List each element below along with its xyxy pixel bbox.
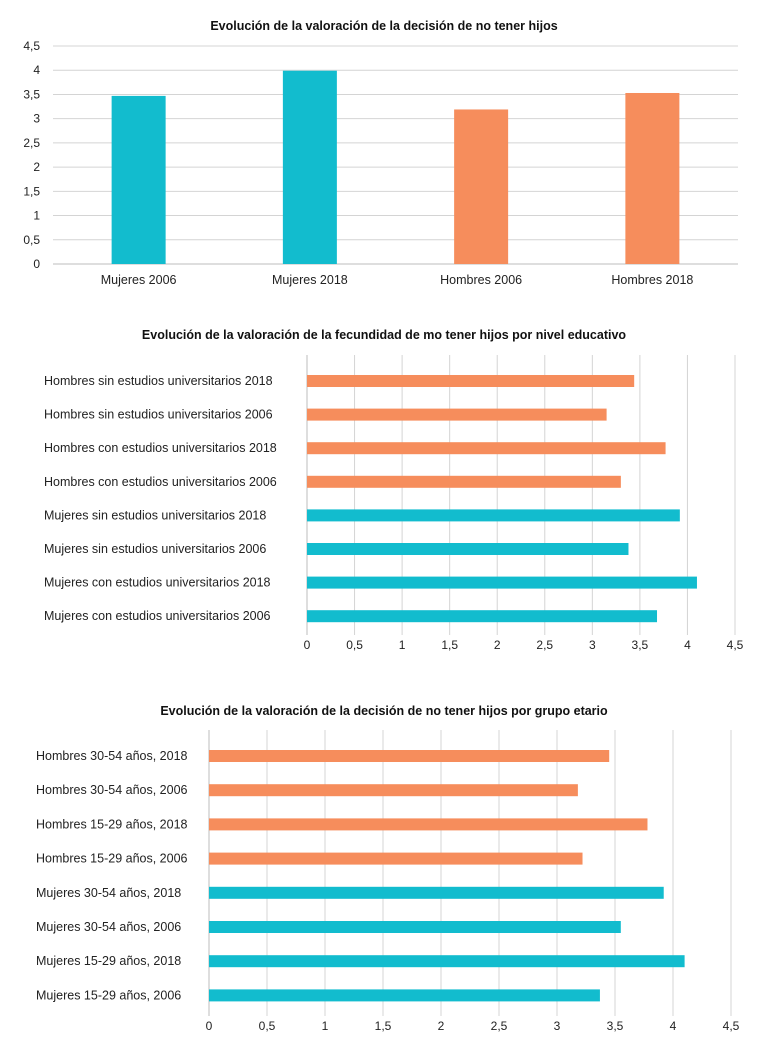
- category-label: Hombres 30-54 años, 2018: [36, 749, 188, 763]
- category-label: Mujeres sin estudios universitarios 2018: [44, 508, 266, 522]
- category-label: Mujeres 15-29 años, 2006: [36, 988, 181, 1002]
- x-tick-label: 3: [589, 638, 596, 652]
- x-tick-label: 1,5: [441, 638, 458, 652]
- x-tick-label: 1: [399, 638, 406, 652]
- category-label: Mujeres 30-54 años, 2018: [36, 886, 181, 900]
- category-label: Hombres sin estudios universitarios 2018: [44, 374, 273, 388]
- x-tick-label: 4: [684, 638, 691, 652]
- x-tick-label: Mujeres 2006: [101, 273, 177, 287]
- x-tick-label: 2: [494, 638, 501, 652]
- x-tick-label: 2,5: [491, 1019, 508, 1033]
- bar: [307, 610, 658, 623]
- chart-2-title: Evolución de la valoración de la fecundi…: [141, 328, 627, 342]
- category-label: Mujeres con estudios universitarios 2018: [44, 576, 271, 590]
- y-tick-label: 2: [33, 160, 40, 174]
- y-tick-label: 3: [33, 112, 40, 126]
- x-tick-label: 0,5: [259, 1019, 276, 1033]
- bar: [209, 921, 621, 933]
- bar: [307, 543, 629, 555]
- category-label: Mujeres 15-29 años, 2018: [36, 954, 181, 968]
- bar: [307, 375, 635, 387]
- x-tick-label: 3: [554, 1019, 561, 1033]
- chart-3-title: Evolución de la valoración de la decisió…: [160, 704, 608, 718]
- bar: [209, 852, 583, 865]
- x-tick-label: Hombres 2018: [611, 273, 693, 287]
- bar: [209, 818, 648, 831]
- bar: [307, 509, 680, 522]
- y-tick-label: 0: [33, 257, 40, 271]
- y-tick-label: 2,5: [23, 136, 40, 150]
- bar: [209, 886, 664, 899]
- y-tick-label: 4,5: [23, 39, 40, 53]
- x-tick-label: 0: [206, 1019, 213, 1033]
- bar: [307, 442, 666, 455]
- x-tick-label: 0,5: [346, 638, 363, 652]
- chart-2-horizontal-bar: 0 0,5 1 1,5 2 2,5 3 3,5 4 4,5 Hombres sin estudios…: [44, 355, 744, 652]
- x-tick-label: 2: [438, 1019, 445, 1033]
- category-label: Hombres con estudios universitarios 2006: [44, 475, 277, 489]
- bar: [209, 784, 578, 797]
- x-tick-label: 3,5: [632, 638, 649, 652]
- category-label: Mujeres sin estudios universitarios 2006: [44, 542, 266, 556]
- x-tick-label: 4,5: [727, 638, 744, 652]
- bar: [307, 408, 607, 421]
- category-label: Hombres 15-29 años, 2006: [36, 852, 188, 866]
- bar: [625, 92, 680, 264]
- chart-1-vertical-bar: 0 0,5 1 1,5 2 2,5 3 3,5 4 4,5 Mujeres 2006 Mujeres …: [23, 39, 738, 287]
- bar: [111, 95, 166, 264]
- bar: [209, 989, 600, 1002]
- chart-1-title: Evolución de la valoración de la decisió…: [210, 19, 558, 33]
- category-label: Hombres 15-29 años, 2018: [36, 817, 188, 831]
- y-tick-label: 3,5: [23, 87, 40, 101]
- y-tick-label: 0,5: [23, 233, 40, 247]
- category-label: Mujeres 30-54 años, 2006: [36, 920, 181, 934]
- x-tick-label: 4,5: [723, 1019, 740, 1033]
- category-label: Mujeres con estudios universitarios 2006: [44, 609, 271, 623]
- category-label: Hombres con estudios universitarios 2018: [44, 441, 277, 455]
- x-tick-label: Mujeres 2018: [272, 273, 348, 287]
- category-label: Hombres 30-54 años, 2006: [36, 783, 188, 797]
- x-tick-label: 2,5: [536, 638, 553, 652]
- bar: [307, 576, 697, 589]
- bar: [282, 70, 337, 264]
- category-label: Hombres sin estudios universitarios 2006: [44, 408, 273, 422]
- x-tick-label: 4: [670, 1019, 677, 1033]
- bar: [209, 955, 685, 968]
- bar: [209, 750, 610, 762]
- bar: [454, 109, 509, 264]
- x-tick-label: 1: [322, 1019, 329, 1033]
- x-tick-label: Hombres 2006: [440, 273, 522, 287]
- y-tick-label: 4: [33, 63, 40, 77]
- x-tick-label: 3,5: [607, 1019, 624, 1033]
- chart-3-horizontal-bar: 0 0,5 1 1,5 2 2,5 3 3,5 4 4,5 Hombres 30-54 años, …: [36, 730, 740, 1033]
- x-tick-label: 1,5: [375, 1019, 392, 1033]
- y-tick-label: 1: [33, 209, 40, 223]
- x-tick-label: 0: [304, 638, 311, 652]
- bar: [307, 475, 621, 488]
- y-tick-label: 1,5: [23, 184, 40, 198]
